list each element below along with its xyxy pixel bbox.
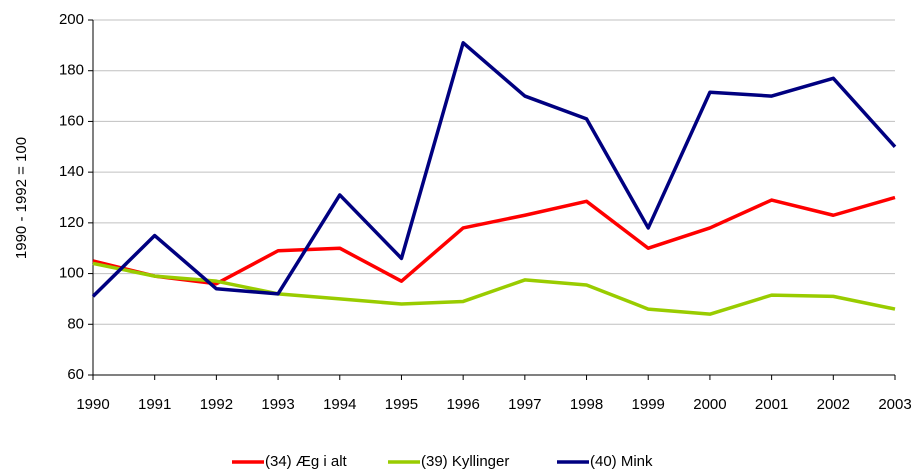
- y-tick-label: 200: [59, 11, 84, 28]
- y-tick-label: 60: [67, 366, 84, 383]
- y-tick-label: 100: [59, 265, 84, 282]
- x-tick-label: 1993: [261, 396, 294, 413]
- x-tick-label: 2003: [878, 396, 911, 413]
- series-line: [91, 41, 897, 298]
- x-tick-label: 2002: [817, 396, 850, 413]
- y-tick-label: 160: [59, 112, 84, 129]
- x-tick-label: 2000: [693, 396, 726, 413]
- series-line: [92, 261, 896, 316]
- y-tick-label: 180: [59, 62, 84, 79]
- x-tick-label: 1992: [200, 396, 233, 413]
- x-tick-label: 1996: [446, 396, 479, 413]
- x-tick-label: 1995: [385, 396, 418, 413]
- x-tick-label: 1991: [138, 396, 171, 413]
- legend-label: (39) Kyllinger: [421, 453, 509, 470]
- y-axis-label: 1990 - 1992 = 100: [13, 137, 30, 259]
- x-tick-label: 2001: [755, 396, 788, 413]
- x-tick-label: 1990: [76, 396, 109, 413]
- x-tick-label: 1994: [323, 396, 356, 413]
- legend-label: (34) Æg i alt: [265, 453, 348, 470]
- legend-label: (40) Mink: [590, 453, 653, 470]
- x-tick-label: 1998: [570, 396, 603, 413]
- series-line: [92, 195, 896, 286]
- x-tick-label: 1997: [508, 396, 541, 413]
- y-tick-label: 120: [59, 214, 84, 231]
- x-tick-label: 1999: [632, 396, 665, 413]
- y-tick-label: 80: [67, 315, 84, 332]
- y-tick-label: 140: [59, 163, 84, 180]
